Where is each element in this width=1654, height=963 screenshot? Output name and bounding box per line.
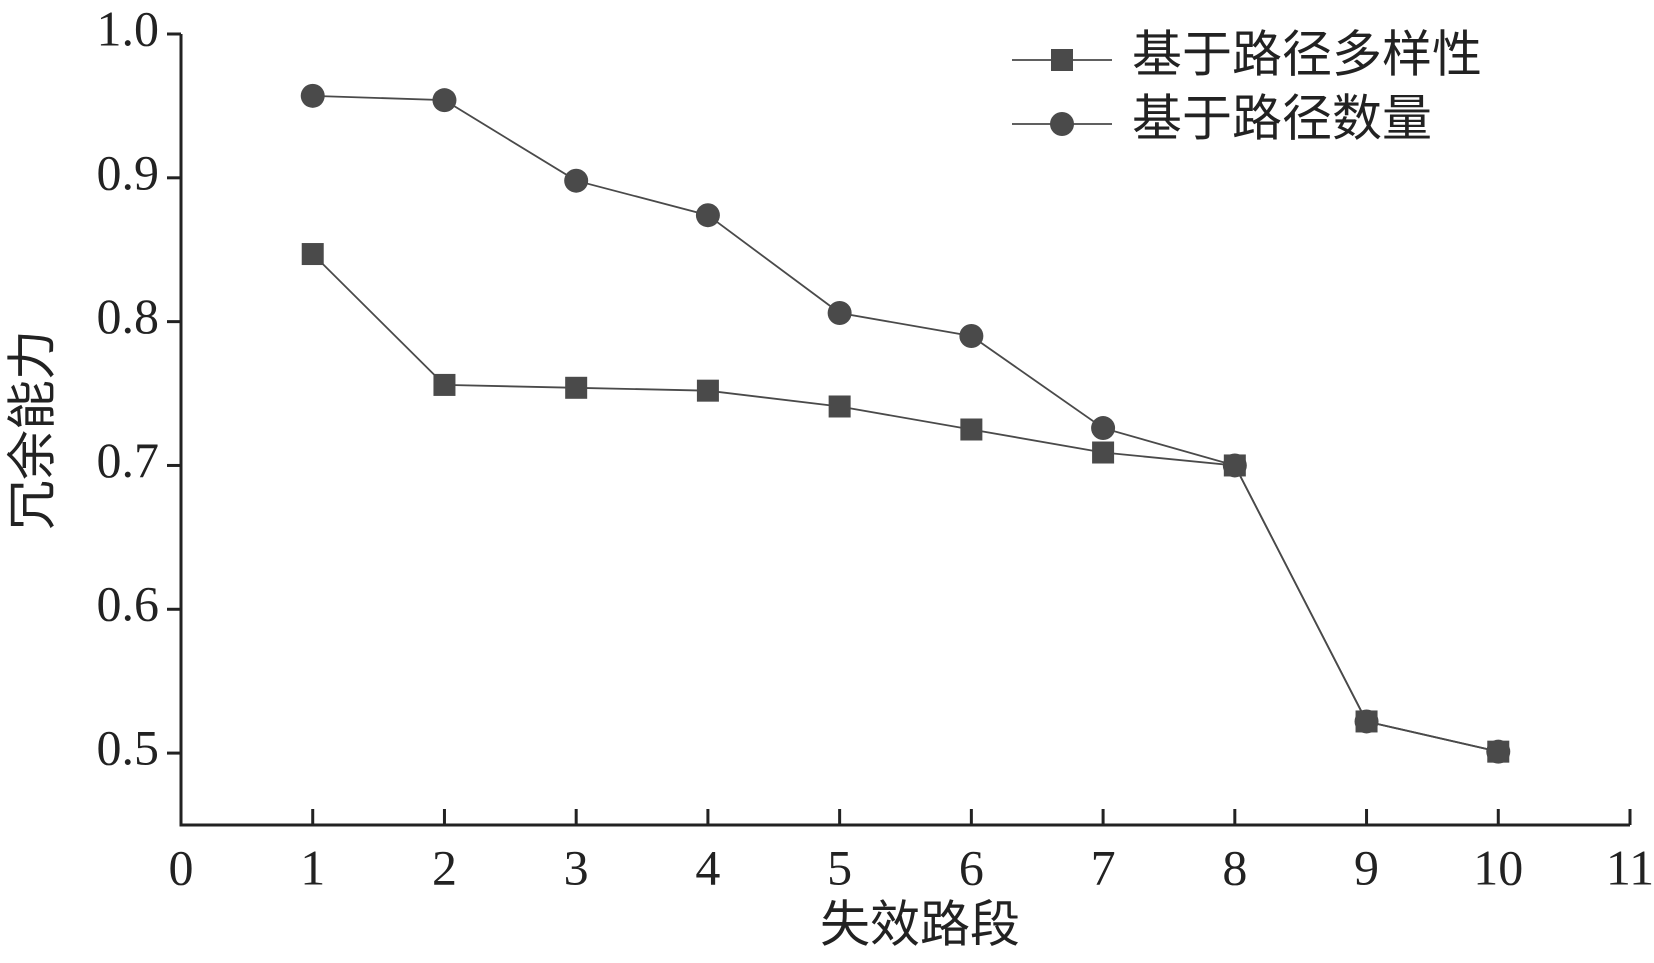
x-axis-label: 失效路段 — [820, 896, 1020, 952]
data-point — [696, 379, 719, 402]
y-tick-label: 0.5 — [97, 720, 160, 776]
y-tick-label: 0.7 — [97, 432, 160, 488]
data-point — [565, 376, 588, 399]
x-tick-label: 11 — [1606, 839, 1654, 895]
data-point — [1354, 709, 1379, 734]
data-point — [1092, 441, 1115, 464]
x-tick-label: 7 — [1091, 839, 1116, 895]
legend-label: 基于路径多样性 — [1132, 26, 1482, 82]
data-point — [827, 301, 852, 326]
y-tick-label: 1.0 — [97, 0, 160, 56]
data-point — [1091, 416, 1116, 441]
data-point — [564, 168, 589, 193]
data-point — [1222, 453, 1247, 478]
x-tick-label: 3 — [564, 839, 589, 895]
y-axis-label: 冗余能力 — [4, 330, 60, 530]
x-tick-label: 9 — [1354, 839, 1379, 895]
series-line — [312, 253, 1499, 753]
x-tick-label: 2 — [432, 839, 457, 895]
legend-marker — [1050, 112, 1074, 136]
x-tick-label: 10 — [1473, 839, 1523, 895]
data-point — [695, 203, 720, 228]
data-point — [960, 418, 983, 441]
data-point — [300, 83, 325, 108]
x-tick-label: 8 — [1222, 839, 1247, 895]
x-tick-label: 1 — [300, 839, 325, 895]
data-point — [1486, 739, 1511, 764]
legend-marker — [1051, 49, 1073, 71]
data-point — [433, 373, 456, 396]
x-tick-label: 4 — [695, 839, 720, 895]
x-tick-label: 0 — [169, 839, 194, 895]
series-line — [312, 94, 1499, 753]
data-point — [432, 88, 457, 113]
y-tick-label: 0.9 — [97, 144, 160, 200]
data-point — [301, 243, 324, 266]
data-point — [828, 395, 851, 418]
y-tick-label: 0.8 — [97, 288, 160, 344]
y-tick-label: 0.6 — [97, 576, 160, 632]
legend-label: 基于路径数量 — [1132, 90, 1432, 146]
x-tick-label: 5 — [827, 839, 852, 895]
x-tick-label: 6 — [959, 839, 984, 895]
data-point — [959, 324, 984, 349]
